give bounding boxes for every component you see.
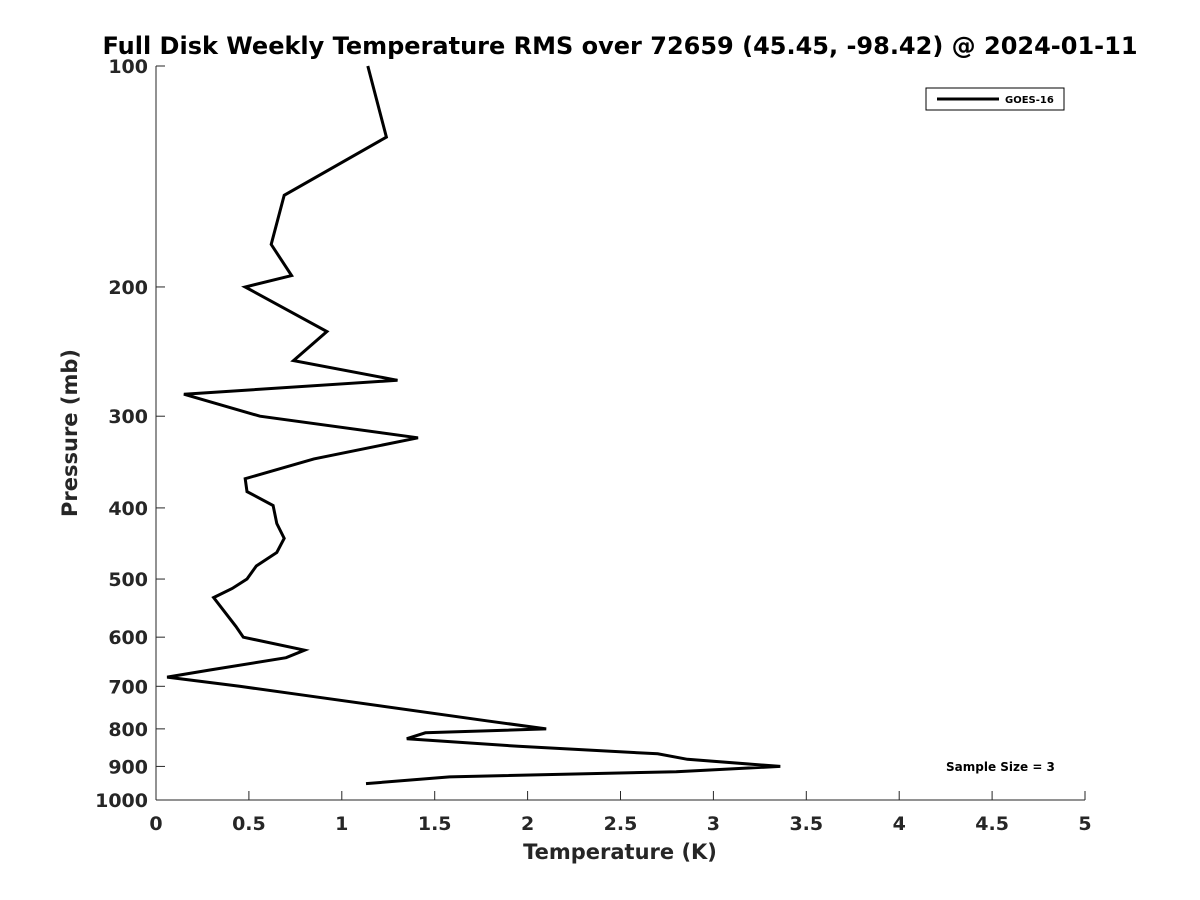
y-tick-label: 300 <box>108 406 148 428</box>
x-tick-label: 3 <box>707 813 720 835</box>
x-tick-label: 2.5 <box>604 813 638 835</box>
y-tick-label: 600 <box>108 627 148 649</box>
x-tick-label: 4.5 <box>975 813 1009 835</box>
y-axis-label: Pressure (mb) <box>58 349 82 517</box>
y-tick-label: 700 <box>108 676 148 698</box>
x-tick-label: 1.5 <box>418 813 452 835</box>
legend: GOES-16 <box>925 87 1065 111</box>
chart-title: Full Disk Weekly Temperature RMS over 72… <box>102 32 1137 60</box>
y-tick-label: 400 <box>108 498 148 520</box>
sample-size-annotation: Sample Size = 3 <box>946 760 1055 774</box>
x-tick-label: 2 <box>521 813 534 835</box>
x-tick-label: 4 <box>893 813 906 835</box>
plot-axes <box>155 66 1085 801</box>
series-line-goes-16 <box>166 65 781 786</box>
x-axis-ticks: 0 0.5 1 1.5 2 2.5 3 3.5 4 4.5 5 <box>149 791 1092 835</box>
x-tick-label: 5 <box>1078 813 1091 835</box>
x-axis-label: Temperature (K) <box>523 840 717 864</box>
y-tick-label: 500 <box>108 569 148 591</box>
x-tick-label: 3.5 <box>789 813 823 835</box>
y-tick-label: 100 <box>108 56 148 78</box>
y-axis-ticks: 100 200 300 400 500 600 700 800 900 1000 <box>95 56 165 812</box>
y-tick-label: 1000 <box>95 790 148 812</box>
x-tick-label: 0.5 <box>232 813 266 835</box>
x-tick-label: 1 <box>335 813 348 835</box>
legend-label-goes-16: GOES-16 <box>1005 95 1054 106</box>
y-tick-label: 800 <box>108 719 148 741</box>
y-tick-label: 900 <box>108 756 148 778</box>
y-tick-label: 200 <box>108 277 148 299</box>
x-tick-label: 0 <box>149 813 162 835</box>
